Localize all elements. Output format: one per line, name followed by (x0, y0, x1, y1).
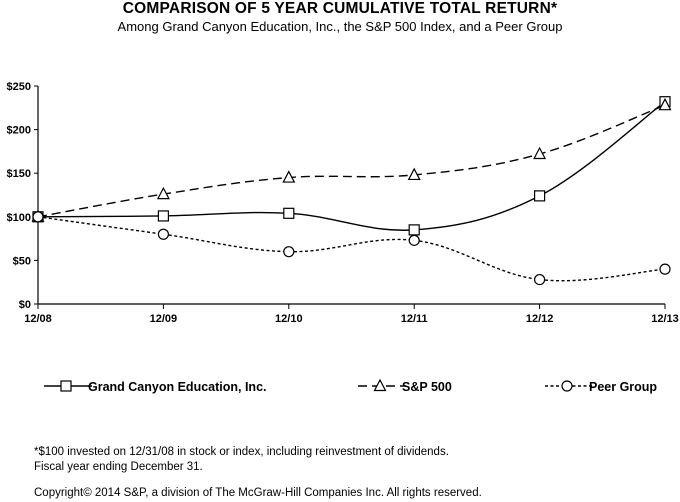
legend-marker-peer-group (561, 380, 573, 392)
data-point-grand-canyon-education-inc (533, 190, 546, 202)
x-tick-label: 12/08 (24, 313, 52, 325)
x-tick-label: 12/09 (150, 313, 178, 325)
data-point-grand-canyon-education-inc (157, 210, 169, 222)
data-point-peer-group (533, 273, 546, 286)
series-line-s-p-500 (37, 104, 666, 218)
data-point-peer-group (157, 228, 169, 240)
y-tick-label: $150 (7, 168, 31, 180)
series-line-grand-canyon-education-inc (37, 101, 666, 231)
legend-label-grand-canyon-education-inc: Grand Canyon Education, Inc. (88, 380, 267, 394)
x-tick-label: 12/13 (651, 313, 679, 325)
legend-marker-s-p-500 (373, 378, 387, 392)
data-point-peer-group (659, 263, 671, 275)
chart-subtitle: Among Grand Canyon Education, Inc., the … (117, 19, 563, 34)
legend-label-peer-group: Peer Group (589, 380, 657, 394)
x-tick-label: 12/10 (275, 313, 303, 325)
data-point-peer-group (283, 246, 295, 258)
data-point-peer-group (408, 234, 420, 246)
chart-title: COMPARISON OF 5 YEAR CUMULATIVE TOTAL RE… (122, 0, 558, 17)
y-tick-label: $0 (19, 299, 31, 311)
data-point-s-p-500 (533, 146, 547, 160)
data-point-s-p-500 (658, 97, 672, 111)
legend-marker-grand-canyon-education-inc (60, 380, 72, 392)
data-point-grand-canyon-education-inc (283, 207, 295, 219)
series-line-peer-group (37, 216, 666, 282)
y-tick-label: $200 (7, 125, 31, 137)
data-point-s-p-500 (407, 167, 421, 181)
y-tick-label: $50 (13, 255, 31, 267)
data-point-s-p-500 (156, 186, 170, 200)
data-point-s-p-500 (282, 170, 296, 183)
footnote-fiscal-year: Fiscal year ending December 31. (34, 461, 203, 473)
data-point-grand-canyon-education-inc (408, 224, 420, 236)
y-tick-label: $250 (7, 81, 31, 93)
data-point-peer-group (32, 211, 44, 223)
x-tick-label: 12/11 (401, 313, 428, 325)
y-tick-label: $100 (7, 212, 31, 224)
footnote-copyright: Copyright© 2014 S&P, a division of The M… (34, 487, 482, 499)
footnote-investment: *$100 invested on 12/31/08 in stock or i… (34, 446, 449, 458)
x-tick-label: 12/12 (526, 313, 554, 325)
legend-label-s-p-500: S&P 500 (402, 380, 452, 394)
